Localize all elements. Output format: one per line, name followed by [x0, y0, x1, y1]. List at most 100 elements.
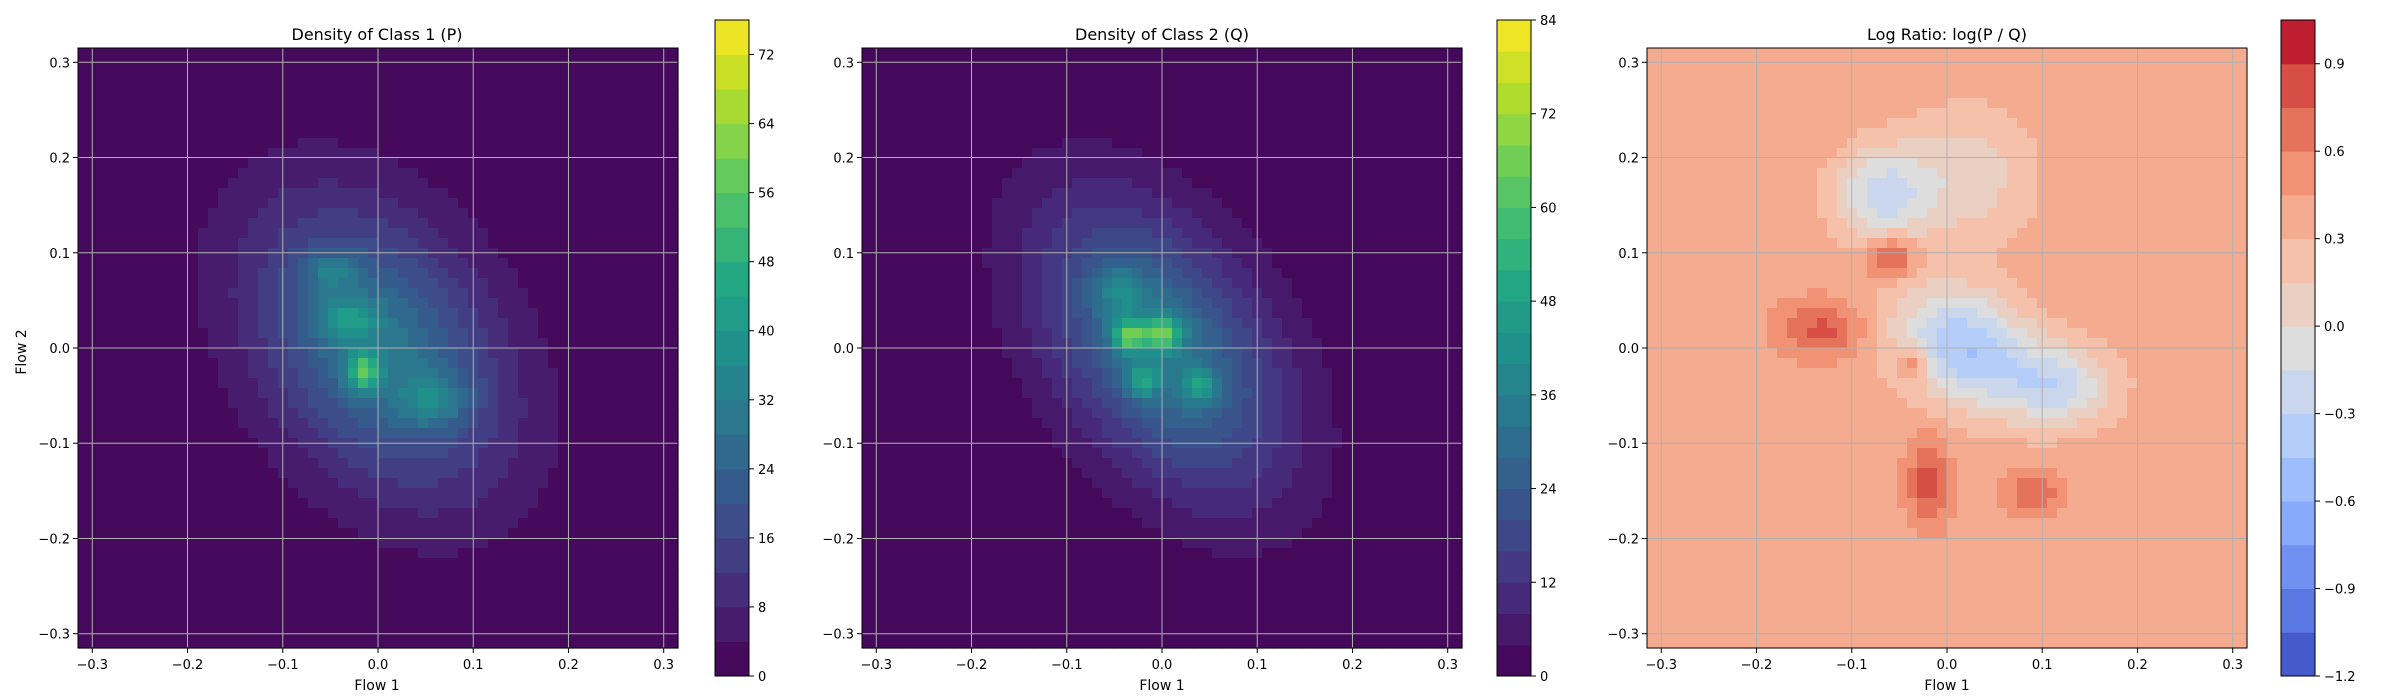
heatmap-cell: [158, 418, 169, 429]
heatmap-cell: [198, 128, 209, 139]
heatmap-cell: [268, 528, 279, 539]
heatmap-cell: [98, 608, 109, 619]
heatmap-cell: [188, 538, 199, 549]
heatmap-cell: [128, 198, 139, 209]
heatmap-cell: [438, 448, 449, 459]
heatmap-cell: [538, 548, 549, 559]
heatmap-cell: [108, 458, 119, 469]
heatmap-cell: [912, 178, 923, 189]
heatmap-cell: [862, 158, 873, 169]
heatmap-cell: [618, 168, 629, 179]
heatmap-cell: [962, 248, 973, 259]
heatmap-cell: [972, 518, 983, 529]
heatmap-cell: [548, 258, 559, 269]
heatmap-cell: [458, 138, 469, 149]
heatmap-cell: [1022, 138, 1033, 149]
heatmap-cell: [508, 238, 519, 249]
heatmap-cell: [1062, 188, 1073, 199]
heatmap-cell: [862, 428, 873, 439]
heatmap-cell: [508, 588, 519, 599]
heatmap-cell: [588, 518, 599, 529]
heatmap-cell: [518, 498, 529, 509]
heatmap-cell: [278, 138, 289, 149]
heatmap-cell: [902, 198, 913, 209]
heatmap-cell: [1072, 88, 1083, 99]
heatmap-cell: [168, 198, 179, 209]
heatmap-cell: [148, 128, 159, 139]
heatmap-cell: [398, 448, 409, 459]
heatmap-cell: [932, 138, 943, 149]
heatmap-cell: [378, 428, 389, 439]
heatmap-cell: [1002, 248, 1013, 259]
heatmap-cell: [548, 268, 559, 279]
heatmap-cell: [638, 418, 649, 429]
heatmap-cell: [178, 638, 189, 649]
heatmap-cell: [198, 348, 209, 359]
heatmap-cell: [638, 458, 649, 469]
heatmap-cell: [168, 508, 179, 519]
heatmap-cell: [882, 158, 893, 169]
heatmap-cell: [1052, 608, 1063, 619]
heatmap-cell: [418, 238, 429, 249]
heatmap-cell: [528, 528, 539, 539]
heatmap-cell: [328, 358, 339, 369]
heatmap-cell: [448, 258, 459, 269]
heatmap-cell: [578, 148, 589, 159]
heatmap-cell: [198, 508, 209, 519]
heatmap-cell: [358, 378, 369, 389]
heatmap-cell: [922, 378, 933, 389]
heatmap-cell: [328, 258, 339, 269]
heatmap-cell: [298, 388, 309, 399]
heatmap-cell: [548, 78, 559, 89]
colorbar-band: [715, 365, 749, 401]
heatmap-cell: [328, 458, 339, 469]
heatmap-cell: [528, 568, 539, 579]
heatmap-cell: [498, 418, 509, 429]
heatmap-cell: [148, 298, 159, 309]
heatmap-cell: [268, 278, 279, 289]
heatmap-cell: [388, 58, 399, 69]
heatmap-cell: [982, 448, 993, 459]
heatmap-cell: [308, 418, 319, 429]
heatmap-cell: [952, 478, 963, 489]
heatmap-cell: [448, 578, 459, 589]
heatmap-cell: [638, 578, 649, 589]
heatmap-cell: [892, 458, 903, 469]
heatmap-cell: [208, 308, 219, 319]
heatmap-cell: [942, 568, 953, 579]
heatmap-cell: [912, 548, 923, 559]
heatmap-cell: [178, 348, 189, 359]
heatmap-cell: [298, 258, 309, 269]
heatmap-cell: [158, 338, 169, 349]
heatmap-cell: [258, 488, 269, 499]
heatmap-cell: [108, 288, 119, 299]
heatmap-cell: [942, 558, 953, 569]
heatmap-cell: [448, 388, 459, 399]
heatmap-cell: [448, 378, 459, 389]
heatmap-cell: [1012, 68, 1023, 79]
heatmap-cell: [358, 508, 369, 519]
heatmap-cell: [912, 308, 923, 319]
heatmap-cell: [1012, 528, 1023, 539]
heatmap-cell: [258, 528, 269, 539]
heatmap-cell: [598, 348, 609, 359]
heatmap-cell: [618, 318, 629, 329]
heatmap-cell: [398, 568, 409, 579]
heatmap-cell: [648, 578, 659, 589]
heatmap-cell: [648, 278, 659, 289]
heatmap-cell: [568, 108, 579, 119]
heatmap-cell: [398, 638, 409, 649]
heatmap-cell: [648, 258, 659, 269]
heatmap-cell: [508, 608, 519, 619]
heatmap-cell: [448, 358, 459, 369]
heatmap-cell: [872, 498, 883, 509]
colorbar-tick-label: 56: [758, 187, 775, 202]
heatmap-cell: [248, 508, 259, 519]
heatmap-cell: [148, 518, 159, 529]
heatmap-cell: [408, 378, 419, 389]
heatmap-cell: [862, 58, 873, 69]
heatmap-cell: [378, 638, 389, 649]
heatmap-cell: [368, 238, 379, 249]
heatmap-cell: [278, 538, 289, 549]
heatmap-cell: [268, 228, 279, 239]
